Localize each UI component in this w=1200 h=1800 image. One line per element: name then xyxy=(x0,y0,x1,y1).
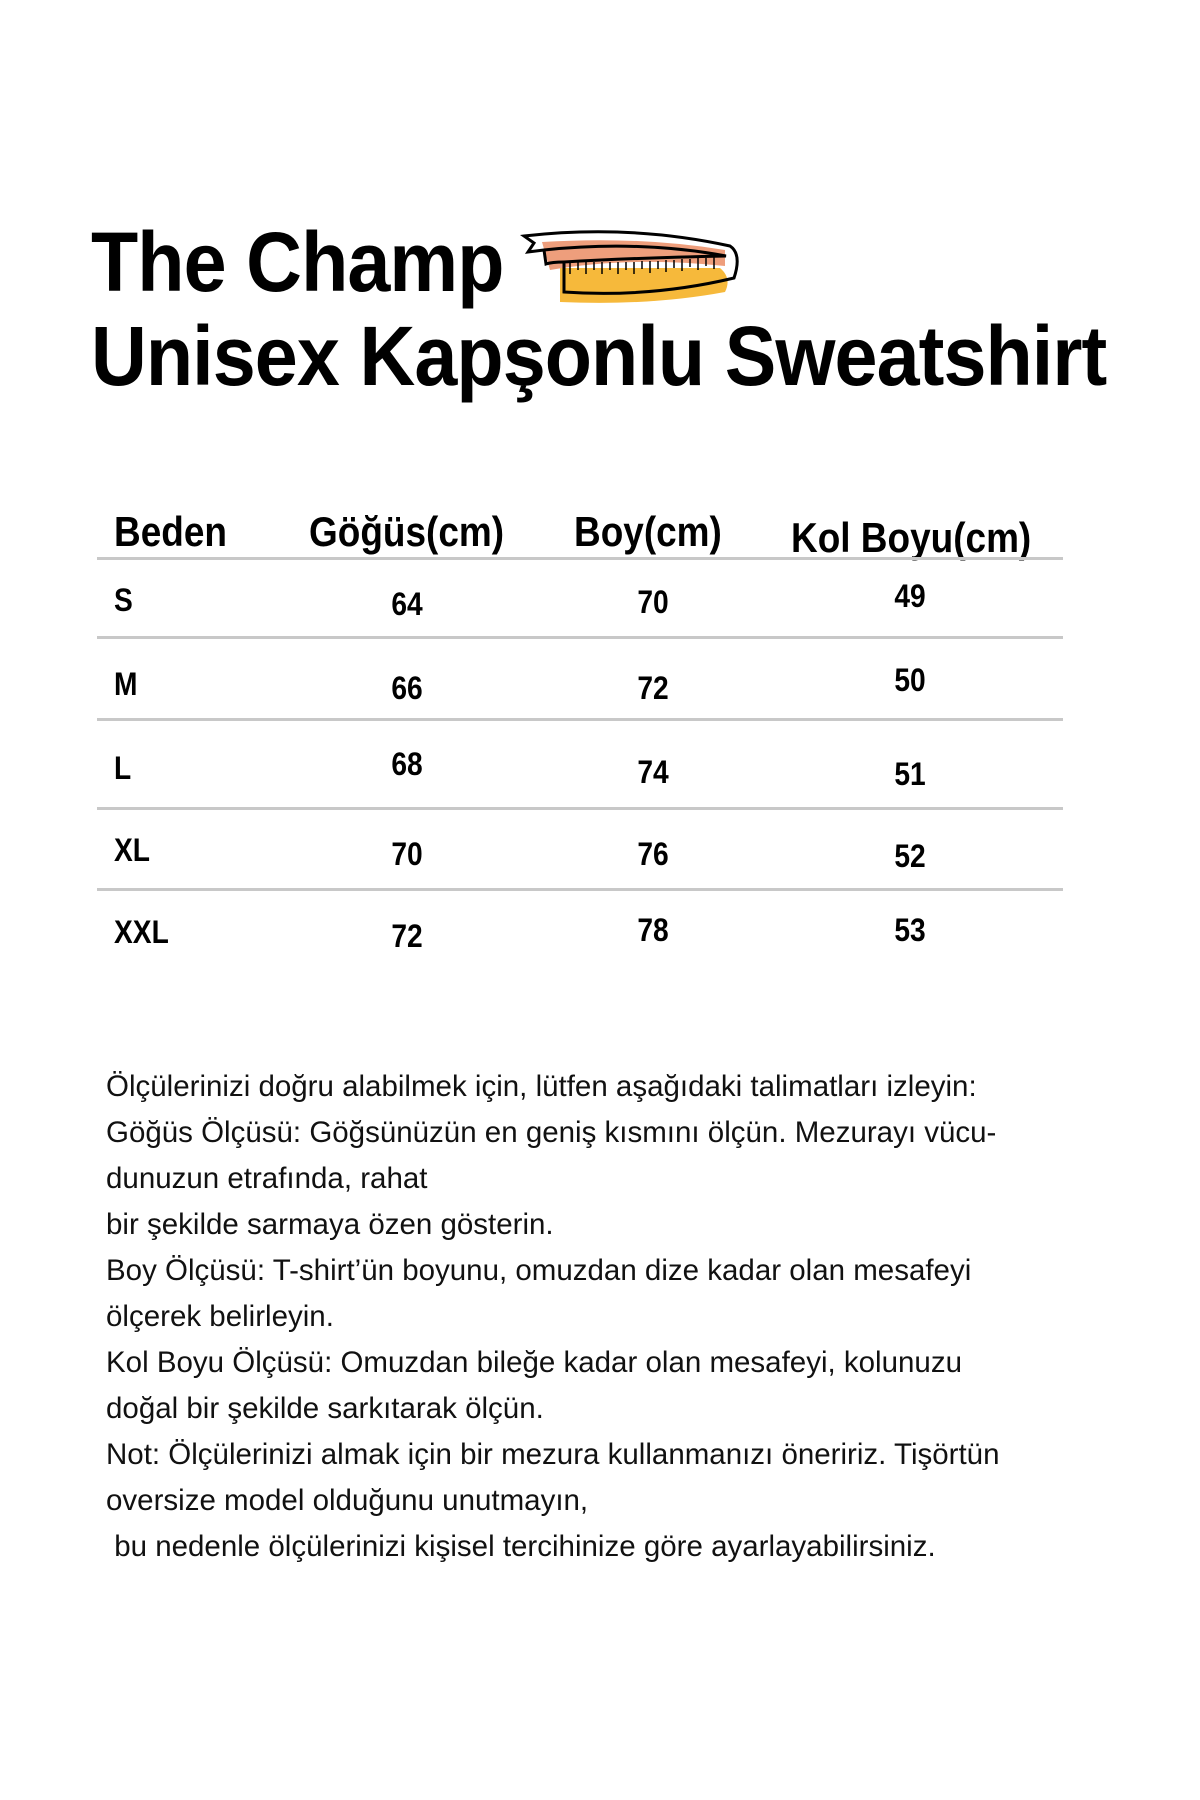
header-gogus: Göğüs(cm) xyxy=(309,508,505,555)
instruction-line: Kol Boyu Ölçüsü: Omuzdan bileğe kadar ol… xyxy=(106,1346,962,1379)
table-cell: 76 xyxy=(637,836,669,872)
instruction-line: Not: Ölçülerinizi almak için bir mezura … xyxy=(106,1438,1000,1471)
table-cell: 50 xyxy=(894,662,926,698)
instruction-line: oversize model olduğunu unutmayın, xyxy=(106,1484,589,1517)
table-cell: 72 xyxy=(637,670,669,706)
table-cell: 49 xyxy=(894,578,926,614)
table-cell: 64 xyxy=(391,586,423,622)
size-label: XXL xyxy=(114,914,169,950)
instruction-line: bu nedenle ölçülerinizi kişisel tercihin… xyxy=(106,1530,936,1563)
size-label: XL xyxy=(114,832,150,868)
title-line-1: The Champ xyxy=(91,215,504,309)
header-beden: Beden xyxy=(114,508,227,555)
divider xyxy=(97,557,1063,560)
divider xyxy=(97,888,1063,891)
table-cell: 52 xyxy=(894,838,926,874)
divider xyxy=(97,718,1063,721)
header-kol-boyu: Kol Boyu(cm) xyxy=(791,514,1032,561)
instruction-line: doğal bir şekilde sarkıtarak ölçün. xyxy=(106,1392,544,1425)
size-label: M xyxy=(114,666,138,702)
table-cell: 68 xyxy=(391,746,423,782)
instruction-line: bir şekilde sarmaya özen gösterin. xyxy=(106,1208,554,1241)
table-cell: 78 xyxy=(637,912,669,948)
instruction-line: Ölçülerinizi doğru alabilmek için, lütfe… xyxy=(106,1070,977,1103)
table-cell: 72 xyxy=(391,918,423,954)
divider xyxy=(97,636,1063,639)
instruction-line: Göğüs Ölçüsü: Göğsünüzün en geniş kısmın… xyxy=(106,1116,997,1149)
instruction-line: dunuzun etrafında, rahat xyxy=(106,1162,428,1195)
table-cell: 66 xyxy=(391,670,423,706)
table-cell: 70 xyxy=(391,836,423,872)
size-label: L xyxy=(114,750,132,786)
table-cell: 70 xyxy=(637,584,669,620)
header-boy: Boy(cm) xyxy=(574,508,722,555)
instruction-line: ölçerek belirleyin. xyxy=(106,1300,334,1333)
size-label: S xyxy=(114,582,133,618)
table-cell: 53 xyxy=(894,912,926,948)
divider xyxy=(97,807,1063,810)
title-line-2: Unisex Kapşonlu Sweatshirt xyxy=(91,309,1107,403)
measurement-instructions: Ölçülerinizi doğru alabilmek için, lütfe… xyxy=(106,1064,1000,1570)
measuring-tape-icon xyxy=(520,230,739,303)
table-cell: 74 xyxy=(637,754,669,790)
instruction-line: Boy Ölçüsü: T-shirt’ün boyunu, omuzdan d… xyxy=(106,1254,972,1287)
table-cell: 51 xyxy=(894,756,926,792)
